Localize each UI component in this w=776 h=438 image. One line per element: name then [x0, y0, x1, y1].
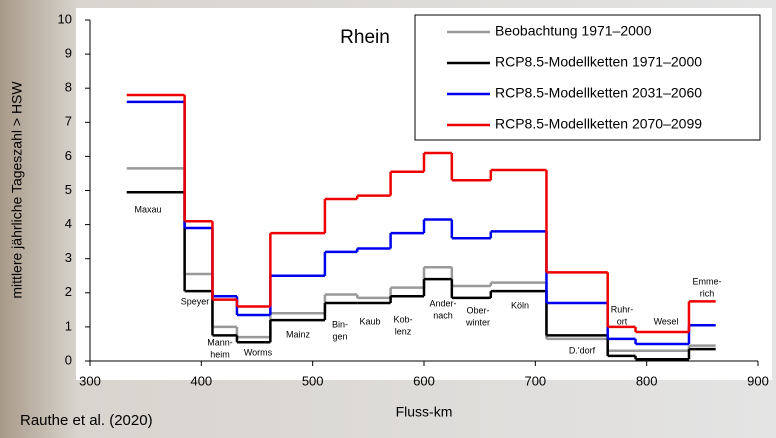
- y-tick-label: 2: [65, 284, 72, 299]
- location-label: Kob-: [393, 314, 412, 324]
- y-tick-label: 5: [65, 182, 72, 197]
- x-tick-label: 900: [747, 373, 769, 388]
- location-label: Speyer: [181, 296, 210, 306]
- y-tick-label: 9: [65, 46, 72, 61]
- location-label: lenz: [395, 326, 412, 336]
- x-tick-label: 400: [190, 373, 212, 388]
- location-label: Worms: [244, 347, 273, 357]
- location-label: nach: [433, 310, 453, 320]
- y-tick-label: 10: [58, 11, 72, 26]
- y-tick-label: 7: [65, 114, 72, 129]
- location-label: Wesel: [654, 316, 679, 326]
- location-label: Ober-: [466, 305, 489, 315]
- location-label: Kaub: [359, 316, 380, 326]
- legend-box: [414, 14, 761, 141]
- location-label: heim: [210, 349, 230, 359]
- chart-title: Rhein: [340, 27, 390, 48]
- location-label: gen: [332, 331, 347, 341]
- y-axis-label: mittlere jährliche Tageszahl > HSW: [9, 81, 25, 299]
- location-label: Bin-: [332, 319, 348, 329]
- location-label: Mainz: [286, 329, 311, 339]
- location-label: Maxau: [134, 204, 161, 214]
- x-tick-label: 700: [524, 373, 546, 388]
- legend-label: RCP8.5-Modellketten 1971–2000: [495, 54, 702, 70]
- y-tick-label: 8: [65, 80, 72, 95]
- location-label: Ander-: [429, 298, 456, 308]
- y-tick-label: 0: [65, 352, 72, 367]
- y-tick-label: 4: [65, 216, 72, 231]
- location-label: Köln: [511, 300, 529, 310]
- location-label: Emme-: [693, 276, 722, 286]
- location-label: ort: [617, 316, 628, 326]
- location-label: Mann-: [207, 337, 233, 347]
- legend-label: Beobachtung 1971–2000: [495, 23, 652, 39]
- location-label: Ruhr-: [611, 304, 634, 314]
- location-label: D.'dorf: [569, 345, 596, 355]
- location-label: winter: [465, 317, 490, 327]
- legend-label: RCP8.5-Modellketten 2031–2060: [495, 85, 702, 101]
- x-tick-label: 600: [413, 373, 435, 388]
- x-tick-label: 300: [79, 373, 101, 388]
- x-tick-label: 800: [636, 373, 658, 388]
- y-tick-label: 1: [65, 318, 72, 333]
- y-tick-label: 6: [65, 148, 72, 163]
- location-label: rich: [700, 288, 715, 298]
- y-tick-label: 3: [65, 250, 72, 265]
- legend-label: RCP8.5-Modellketten 2070–2099: [495, 116, 702, 132]
- source: Rauthe et al. (2020): [20, 412, 153, 429]
- x-axis-label: Fluss-km: [396, 404, 453, 420]
- x-tick-label: 500: [302, 373, 324, 388]
